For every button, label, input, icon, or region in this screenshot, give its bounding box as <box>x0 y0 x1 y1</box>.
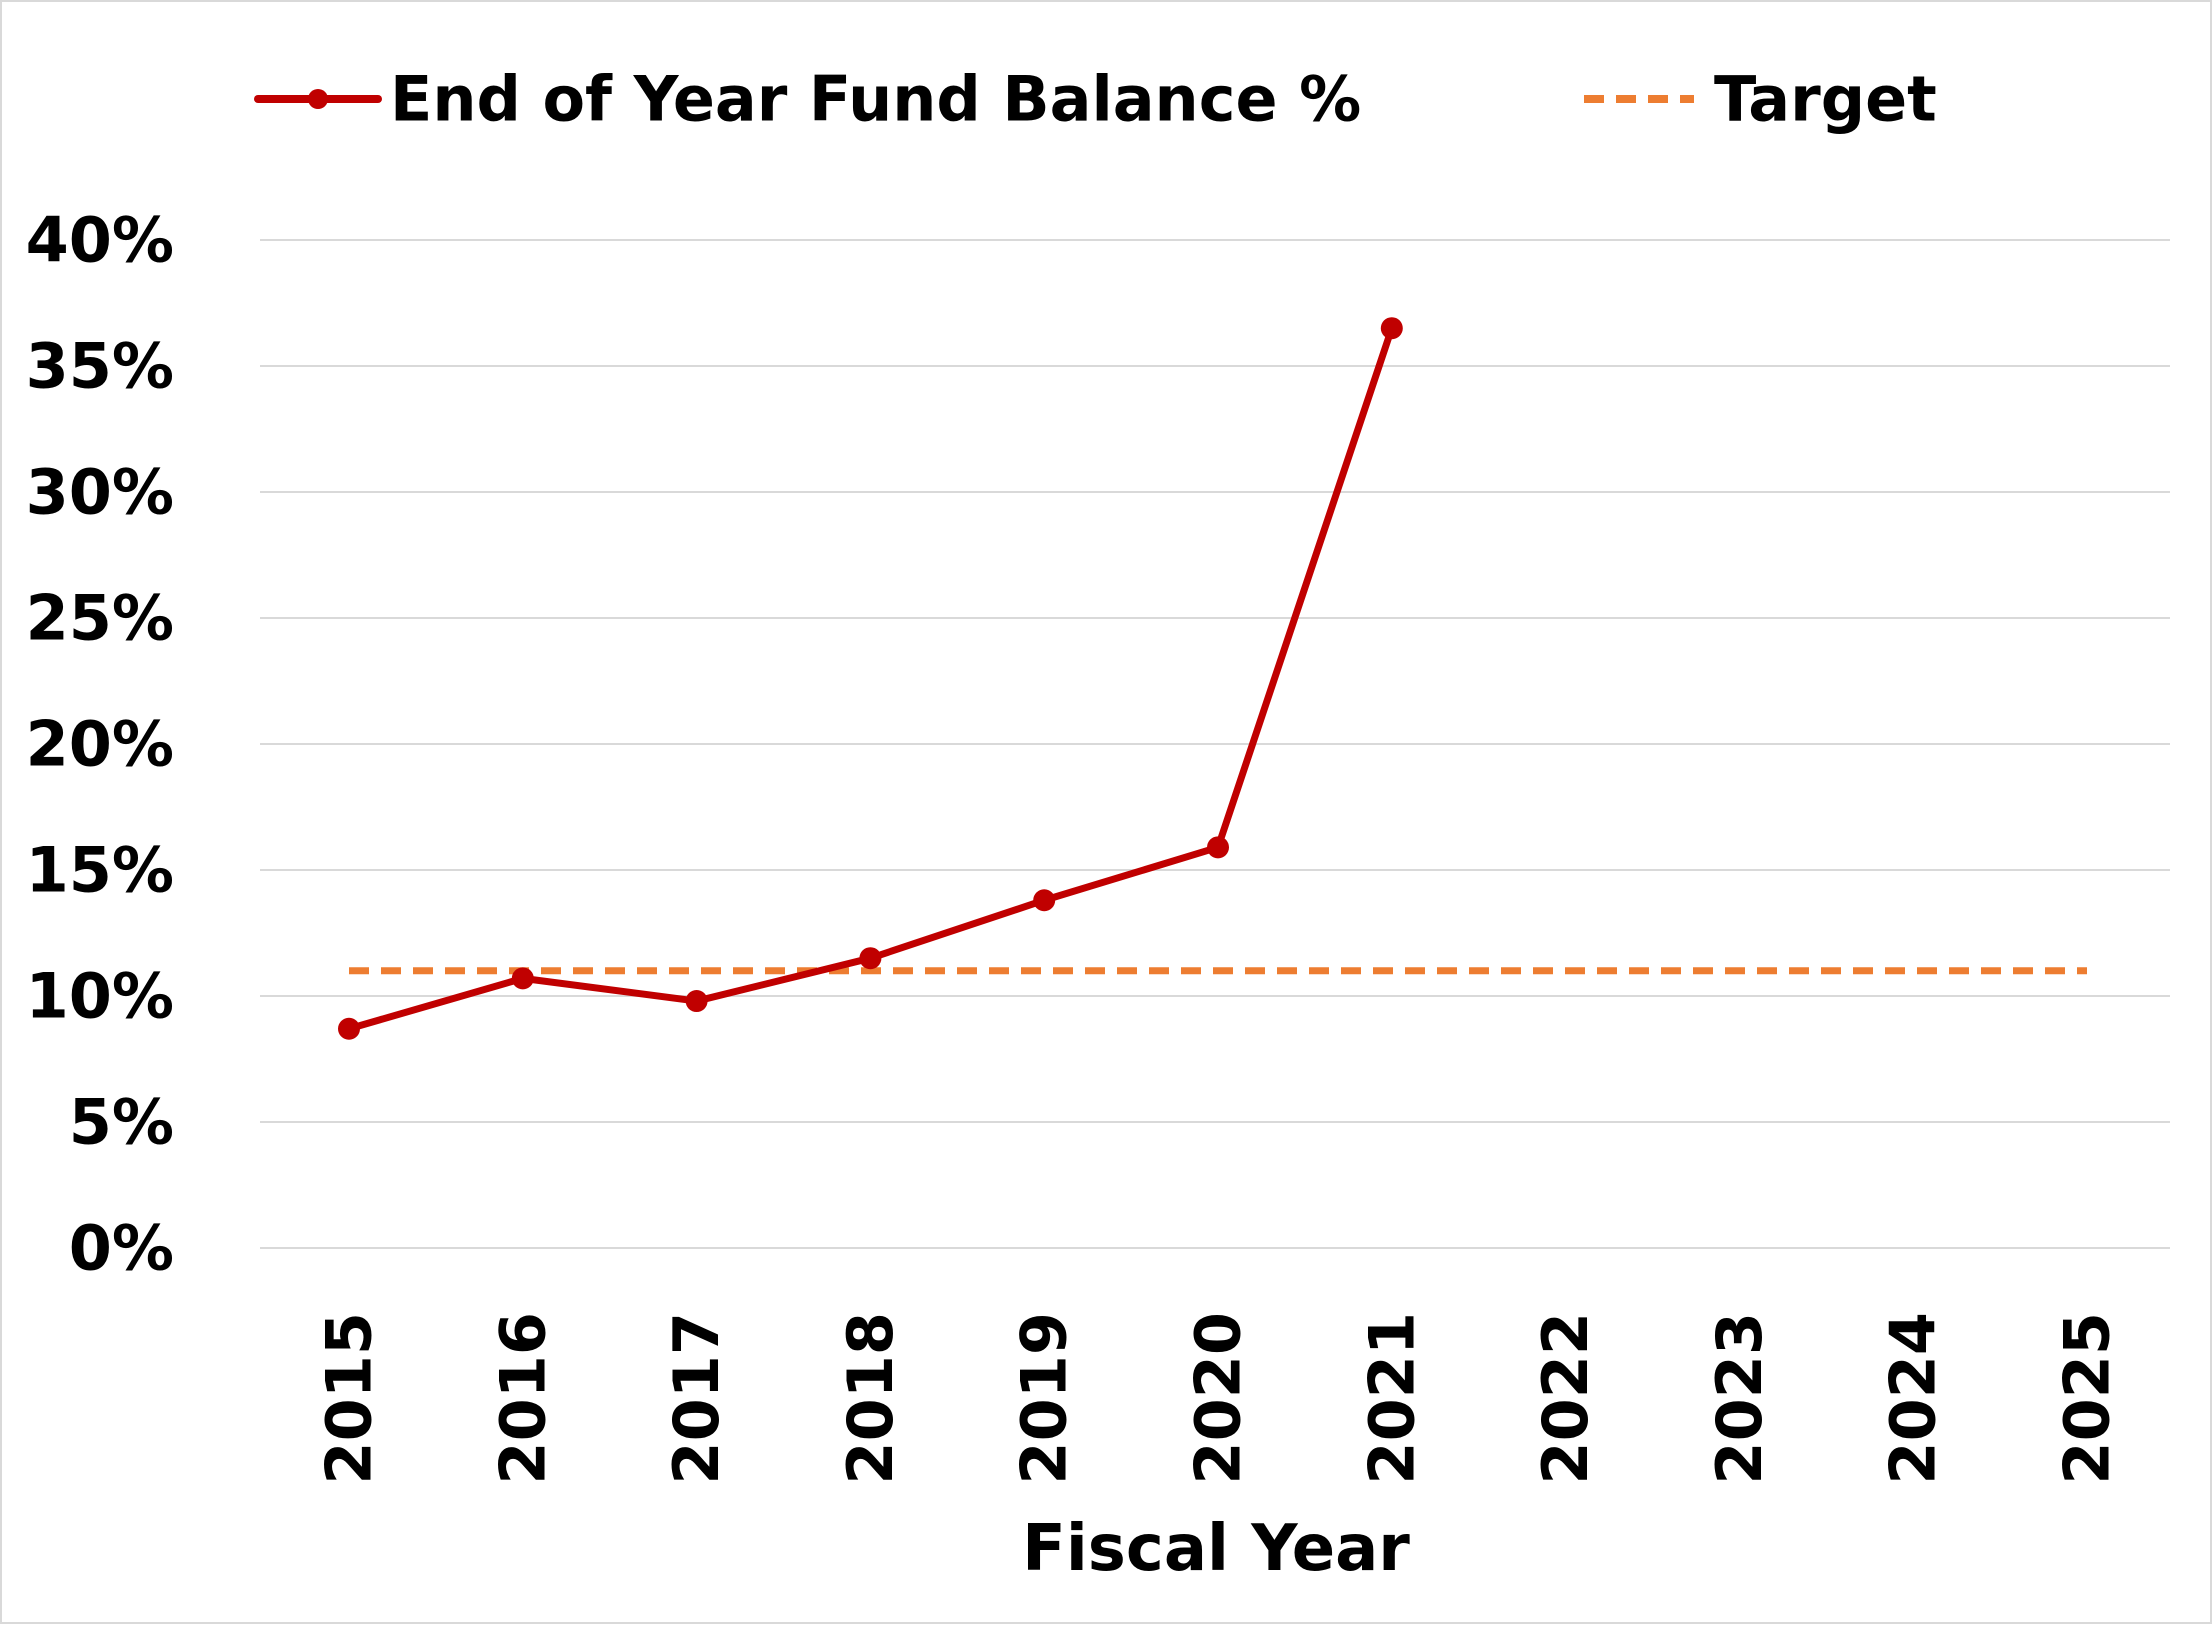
y-tick-label-35: 35% <box>26 330 174 403</box>
series-layer <box>338 317 2087 1040</box>
y-tick-label-15: 15% <box>26 834 174 907</box>
x-tick-label-2019: 2019 <box>1008 1312 1081 1485</box>
data-point-2020 <box>1207 836 1229 859</box>
x-tick-label-2021: 2021 <box>1355 1312 1428 1485</box>
legend: End of Year Fund Balance % Target <box>254 63 1937 136</box>
x-tick-label-2024: 2024 <box>1877 1312 1950 1485</box>
x-tick-label-2025: 2025 <box>2051 1312 2124 1485</box>
data-point-2015 <box>338 1017 360 1040</box>
data-point-2018 <box>859 947 882 970</box>
x-tick-label-2020: 2020 <box>1182 1312 1255 1485</box>
legend-label-target: Target <box>1714 63 1937 136</box>
y-tick-label-20: 20% <box>26 708 174 781</box>
series-fund-balance <box>338 317 1403 1040</box>
y-axis-tick-labels: 0% 5% 10% 15% 20% 25% 30% 35% 40% <box>26 204 174 1285</box>
data-point-2019 <box>1033 889 1056 912</box>
legend-marker-fund-balance <box>308 89 328 109</box>
x-tick-label-2015: 2015 <box>313 1312 386 1485</box>
series-line-fund-balance <box>345 324 1396 1033</box>
data-point-2017 <box>685 990 708 1013</box>
y-tick-label-5: 5% <box>69 1086 174 1159</box>
y-tick-label-10: 10% <box>26 960 174 1033</box>
gridlines <box>260 239 2170 1249</box>
x-axis-title: Fiscal Year <box>1022 1512 1410 1586</box>
x-axis-tick-labels: 2015 2016 2017 2018 2019 2020 2021 2022 2023 2024… <box>313 1312 2124 1485</box>
x-tick-label-2023: 2023 <box>1703 1312 1776 1485</box>
x-tick-label-2017: 2017 <box>660 1312 733 1485</box>
legend-label-fund-balance: End of Year Fund Balance % <box>390 63 1361 136</box>
y-tick-label-25: 25% <box>26 582 174 655</box>
y-tick-label-0: 0% <box>69 1212 174 1285</box>
x-tick-label-2018: 2018 <box>834 1312 907 1485</box>
x-tick-label-2016: 2016 <box>486 1312 559 1485</box>
x-tick-label-2022: 2022 <box>1529 1312 1602 1485</box>
data-point-2021 <box>1380 317 1403 340</box>
data-point-2016 <box>511 967 534 990</box>
y-tick-label-40: 40% <box>26 204 174 277</box>
y-tick-label-30: 30% <box>26 456 174 529</box>
